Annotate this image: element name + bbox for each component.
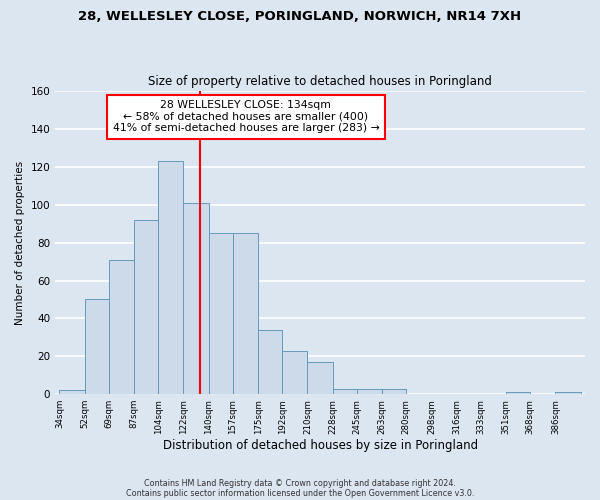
X-axis label: Distribution of detached houses by size in Poringland: Distribution of detached houses by size … xyxy=(163,440,478,452)
Title: Size of property relative to detached houses in Poringland: Size of property relative to detached ho… xyxy=(148,76,492,88)
Text: Contains HM Land Registry data © Crown copyright and database right 2024.: Contains HM Land Registry data © Crown c… xyxy=(144,478,456,488)
Bar xyxy=(184,203,209,394)
Bar xyxy=(282,350,307,394)
Bar xyxy=(59,390,85,394)
Bar xyxy=(258,330,282,394)
Bar xyxy=(134,220,158,394)
Text: 28, WELLESLEY CLOSE, PORINGLAND, NORWICH, NR14 7XH: 28, WELLESLEY CLOSE, PORINGLAND, NORWICH… xyxy=(79,10,521,23)
Text: Contains public sector information licensed under the Open Government Licence v3: Contains public sector information licen… xyxy=(126,488,474,498)
Bar xyxy=(109,260,134,394)
Bar xyxy=(307,362,333,394)
Y-axis label: Number of detached properties: Number of detached properties xyxy=(15,160,25,324)
Bar xyxy=(209,233,233,394)
Bar xyxy=(158,161,184,394)
Bar xyxy=(333,388,357,394)
Bar xyxy=(506,392,530,394)
Bar xyxy=(233,233,258,394)
Bar xyxy=(357,388,382,394)
Bar xyxy=(556,392,581,394)
Bar xyxy=(382,388,406,394)
Text: 28 WELLESLEY CLOSE: 134sqm
← 58% of detached houses are smaller (400)
41% of sem: 28 WELLESLEY CLOSE: 134sqm ← 58% of deta… xyxy=(113,100,379,134)
Bar xyxy=(85,300,109,394)
